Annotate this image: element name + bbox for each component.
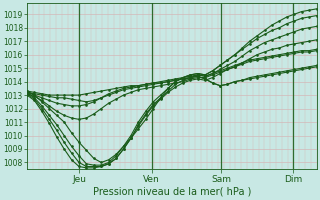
X-axis label: Pression niveau de la mer( hPa ): Pression niveau de la mer( hPa )	[92, 187, 251, 197]
